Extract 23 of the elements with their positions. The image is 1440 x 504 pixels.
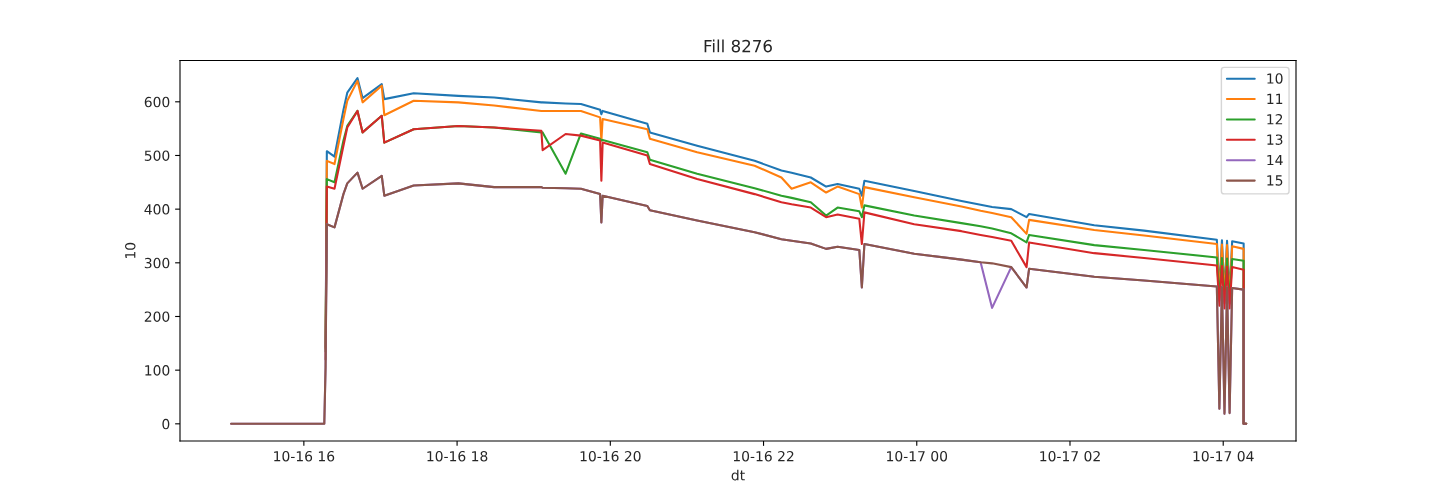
y-tick-label: 500	[144, 150, 170, 161]
x-tick-label: 10-16 16	[274, 450, 335, 462]
x-tick-label: 10-17 04	[1193, 450, 1254, 462]
legend-label: 13	[1267, 134, 1283, 145]
x-tick-label: 10-17 00	[887, 450, 948, 462]
x-tick-label: 10-17 02	[1040, 450, 1100, 462]
x-tick-label: 10-16 22	[733, 450, 794, 462]
y-axis-title: 10	[125, 242, 136, 259]
legend-label: 15	[1267, 175, 1283, 186]
legend-label: 11	[1267, 93, 1283, 104]
legend-label: 10	[1267, 73, 1283, 84]
x-tick-label: 10-16 18	[427, 450, 488, 462]
chart-title: Fill 8276	[704, 39, 772, 53]
y-tick-label: 400	[144, 204, 170, 215]
y-tick-label: 300	[144, 257, 170, 269]
y-tick-label: 600	[144, 96, 170, 108]
x-axis-title: dt	[731, 469, 745, 481]
x-tick-label: 10-16 20	[580, 450, 641, 462]
y-tick-label: 0	[162, 418, 170, 430]
y-tick-label: 200	[144, 311, 170, 322]
legend-label: 14	[1267, 154, 1283, 166]
y-tick-label: 100	[145, 365, 170, 376]
legend-label: 12	[1267, 114, 1283, 125]
